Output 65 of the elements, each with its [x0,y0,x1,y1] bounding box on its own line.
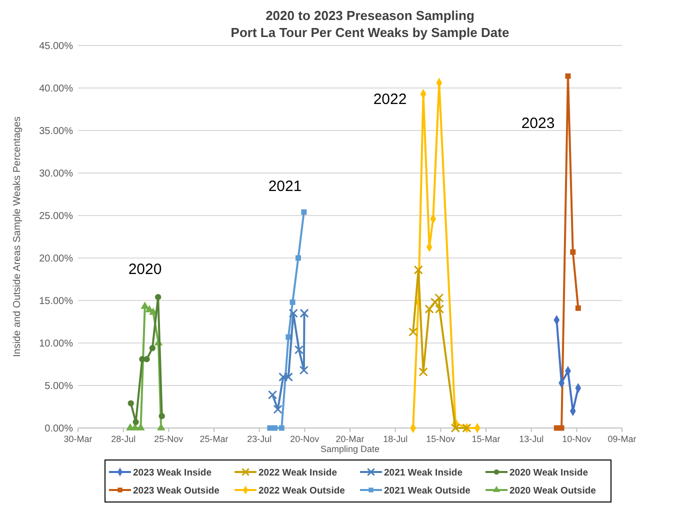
legend-label: 2023 Weak Inside [133,468,212,478]
y-tick-label: 20.00% [39,254,74,264]
point [290,299,296,305]
legend-label: 2022 Weak Inside [258,468,338,478]
point [294,345,304,354]
point [301,209,307,215]
x-tick-label: 15-Nov [426,434,456,444]
x-tick-label: 25-Nov [154,434,184,444]
point [575,305,581,311]
y-axis-title: Inside and Outside Areas Sample Weaks Percentages [12,116,23,358]
y-tick-label: 25.00% [39,211,74,222]
point [132,418,139,426]
x-tick-label: 28-Jul [111,434,136,444]
point [155,294,162,300]
y-tick-label: 40.00% [39,84,74,94]
point [558,425,564,431]
x-tick-label: 20-Mar [336,434,364,444]
point [408,327,418,337]
legend-label: 2021 Weak Outside [384,486,470,496]
annotation: 2021 [268,178,302,195]
x-tick-label: 20-Nov [290,434,320,444]
point [296,255,301,261]
point [430,298,440,307]
x-tick-label: 10-Nov [562,434,592,444]
x-tick-label: 25-Mar [200,434,228,444]
point [565,73,571,79]
chart-subtitle: Port La Tour Per Cent Weaks by Sample Date [230,25,510,40]
point [149,345,156,352]
x-tick-label: 23-Jul [247,434,272,444]
legend-label: 2020 Weak Inside [510,468,588,478]
point [272,425,278,431]
point [434,293,444,303]
y-tick-label: 0.00% [44,424,74,434]
y-tick-label: 45.00% [39,41,74,52]
x-axis-title: Sampling Date [320,444,380,454]
point [570,249,576,255]
legend-label: 2021 Weak Inside [384,468,463,478]
y-tick-label: 35.00% [39,126,74,137]
y-tick-label: 5.00% [44,381,74,392]
annotation: 2022 [373,91,407,108]
point [286,334,292,340]
point [140,302,150,309]
legend-label: 2022 Weak Outside [258,486,345,496]
x-tick-label: 09-Mar [608,434,636,444]
point [158,413,165,420]
point [128,400,134,406]
y-tick-label: 15.00% [39,296,74,307]
point [414,265,423,274]
annotation: 2020 [128,261,162,278]
x-tick-label: 18-Jul [383,434,408,444]
point [278,425,284,431]
point [450,423,460,433]
annotation: 2023 [521,115,555,132]
point [268,390,278,400]
point [273,404,282,414]
chart-title: 2020 to 2023 Preseason Sampling [266,8,474,23]
y-tick-label: 30.00% [39,168,74,180]
legend-label: 2020 Weak Outside [510,486,596,496]
y-tick-label: 10.00% [39,338,74,350]
x-tick-label: 13-Jul [519,434,544,444]
point [418,367,428,376]
legend-label: 2023 Weak Outside [133,486,220,496]
x-tick-label: 15-Mar [472,434,500,444]
point [299,366,308,375]
x-tick-label: 30-Mar [64,434,92,444]
